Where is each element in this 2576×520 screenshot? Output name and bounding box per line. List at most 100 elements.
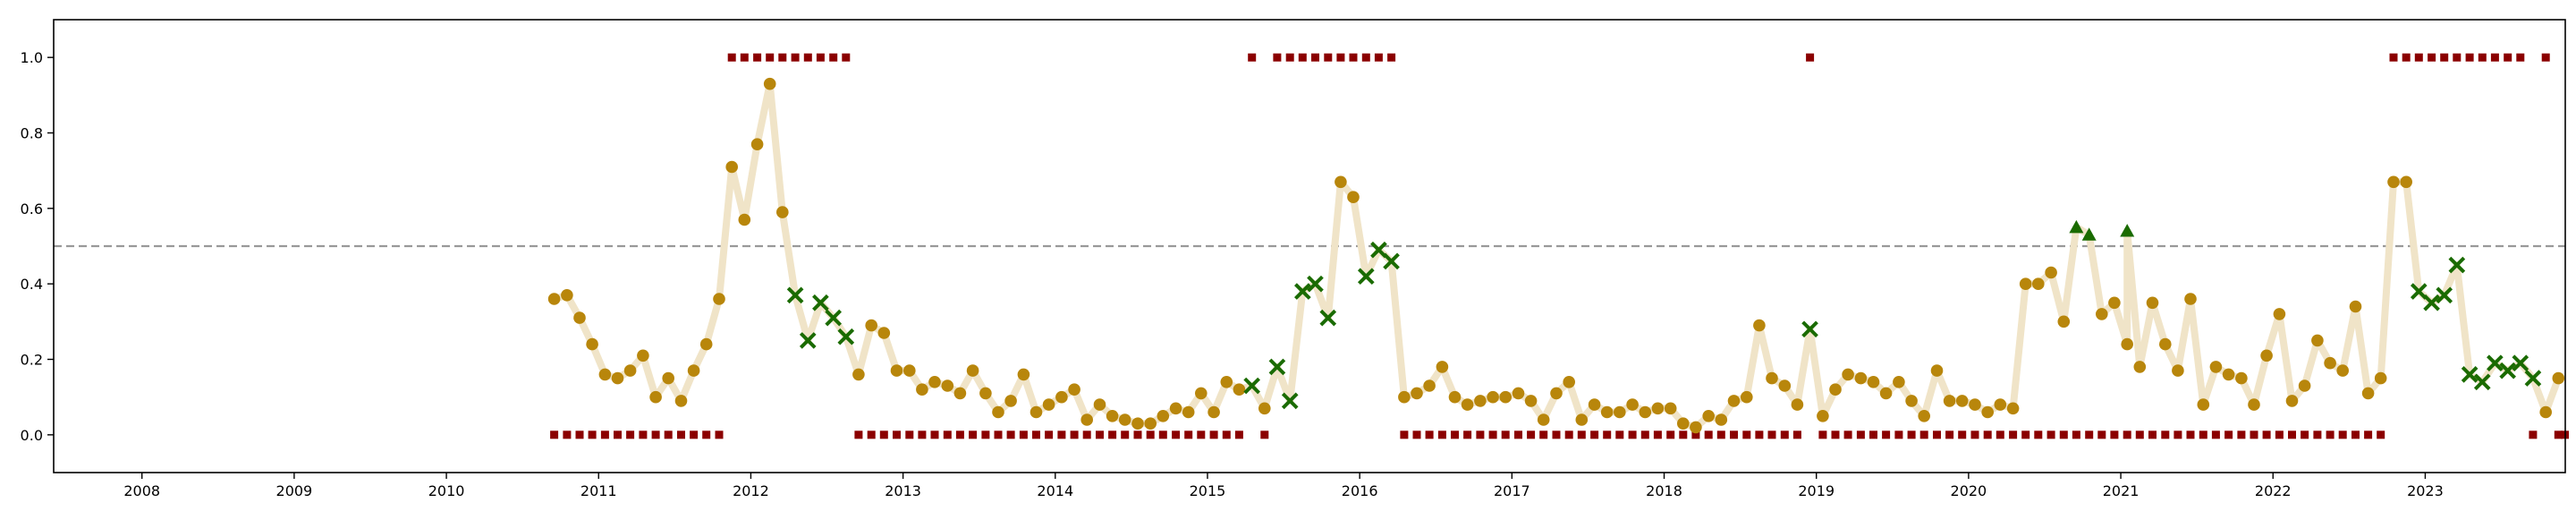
circle-marker: [1118, 413, 1131, 426]
binary-square-marker: [1552, 430, 1561, 439]
binary-square-marker: [1919, 430, 1928, 439]
circle-marker: [1208, 405, 1220, 419]
binary-square-marker: [1324, 53, 1333, 62]
triangle-marker: [2069, 219, 2084, 234]
binary-square-marker: [816, 53, 825, 62]
binary-square-marker: [1425, 430, 1434, 439]
circle-marker: [1563, 376, 1575, 388]
binary-square-marker: [905, 430, 914, 439]
y-tick-label: 0.0: [21, 427, 43, 444]
binary-square-marker: [2377, 430, 2385, 439]
circle-marker: [2285, 395, 2299, 407]
circle-marker: [2045, 266, 2057, 279]
circle-marker: [1879, 387, 1893, 400]
x-tick-label: 2018: [1646, 482, 1682, 499]
triangle-marker: [2081, 227, 2097, 241]
circle-marker: [1664, 402, 1677, 415]
binary-square-marker: [1248, 53, 1257, 62]
circle-marker: [2235, 371, 2248, 385]
circle-marker: [1766, 371, 1778, 385]
binary-square-marker: [2301, 430, 2309, 439]
binary-square-marker: [1361, 53, 1370, 62]
circle-marker: [1487, 390, 1499, 404]
binary-square-marker: [1945, 430, 1954, 439]
binary-square-marker: [664, 430, 673, 439]
circle-marker: [979, 387, 992, 400]
binary-square-marker: [715, 430, 724, 439]
circle-marker: [738, 213, 751, 226]
binary-square-marker: [893, 430, 901, 439]
circle-marker: [2121, 337, 2133, 351]
circle-marker: [1614, 405, 1626, 419]
circle-marker: [1423, 379, 1436, 392]
binary-square-marker: [1311, 53, 1319, 62]
circle-marker: [1195, 387, 1208, 400]
binary-square-marker: [1818, 430, 1827, 439]
circle-marker: [2019, 277, 2032, 291]
binary-square-marker: [2428, 53, 2436, 62]
binary-square-marker: [2148, 430, 2157, 439]
circle-marker: [1639, 405, 1652, 419]
binary-square-marker: [1336, 53, 1345, 62]
circle-marker: [687, 364, 700, 377]
x-tick-label: 2022: [2255, 482, 2292, 499]
circle-marker: [1575, 413, 1589, 426]
binary-square-marker: [2288, 430, 2296, 439]
binary-square-marker: [2046, 430, 2055, 439]
binary-square-marker: [690, 430, 699, 439]
binary-square-marker: [600, 430, 609, 439]
binary-square-marker: [1437, 430, 1446, 439]
binary-square-marker: [2237, 430, 2246, 439]
binary-square-marker: [1590, 430, 1599, 439]
binary-square-marker: [1082, 430, 1091, 439]
binary-square-marker: [651, 430, 660, 439]
binary-square-marker: [1387, 53, 1396, 62]
x-tick-label: 2009: [276, 482, 313, 499]
circle-marker: [2159, 337, 2172, 351]
axes-layer: 2008 2009 2010 2011 2012 2013 2014 2015 2016 2017…: [21, 19, 2566, 499]
binary-square-marker: [1400, 430, 1409, 439]
binary-square-marker: [677, 430, 685, 439]
circle-marker: [852, 368, 865, 381]
binary-square-marker: [1869, 430, 1877, 439]
binary-square-marker: [791, 53, 800, 62]
binary-square-marker: [2224, 430, 2233, 439]
binary-square-marker: [2034, 430, 2043, 439]
triangle-marker-layer: [2069, 219, 2135, 241]
binary-square-marker: [563, 430, 572, 439]
binary-square-marker: [2161, 430, 2170, 439]
cross-marker: [825, 309, 842, 327]
cross-marker: [2410, 283, 2428, 300]
binary-square-marker: [2516, 53, 2525, 62]
binary-square-marker: [1653, 430, 1662, 439]
circle-marker: [941, 379, 954, 392]
binary-square-marker: [2490, 53, 2499, 62]
circle-marker: [992, 405, 1004, 419]
circle-marker: [890, 364, 903, 377]
cross-marker: [1370, 241, 1387, 259]
circle-marker: [750, 138, 764, 150]
circle-marker: [1867, 376, 1880, 388]
binary-square-marker: [955, 430, 964, 439]
binary-square-marker: [1501, 430, 1510, 439]
circle-marker: [1499, 390, 1512, 404]
circle-marker: [1398, 390, 1411, 404]
binary-square-marker: [1070, 430, 1079, 439]
cross-marker: [1357, 268, 1375, 286]
binary-square-marker: [1184, 430, 1193, 439]
circle-marker: [953, 387, 967, 400]
circle-marker: [928, 376, 941, 388]
circle-marker: [2172, 364, 2184, 377]
binary-square-marker: [1564, 430, 1573, 439]
circle-marker: [763, 77, 776, 90]
circle-marker: [623, 364, 637, 377]
binary-square-marker: [1755, 430, 1764, 439]
circle-marker: [2374, 371, 2387, 385]
binary-square-marker: [727, 53, 736, 62]
circle-marker: [1258, 402, 1271, 415]
binary-square-marker: [2110, 430, 2119, 439]
cross-marker: [812, 294, 829, 311]
circle-marker: [611, 371, 624, 385]
